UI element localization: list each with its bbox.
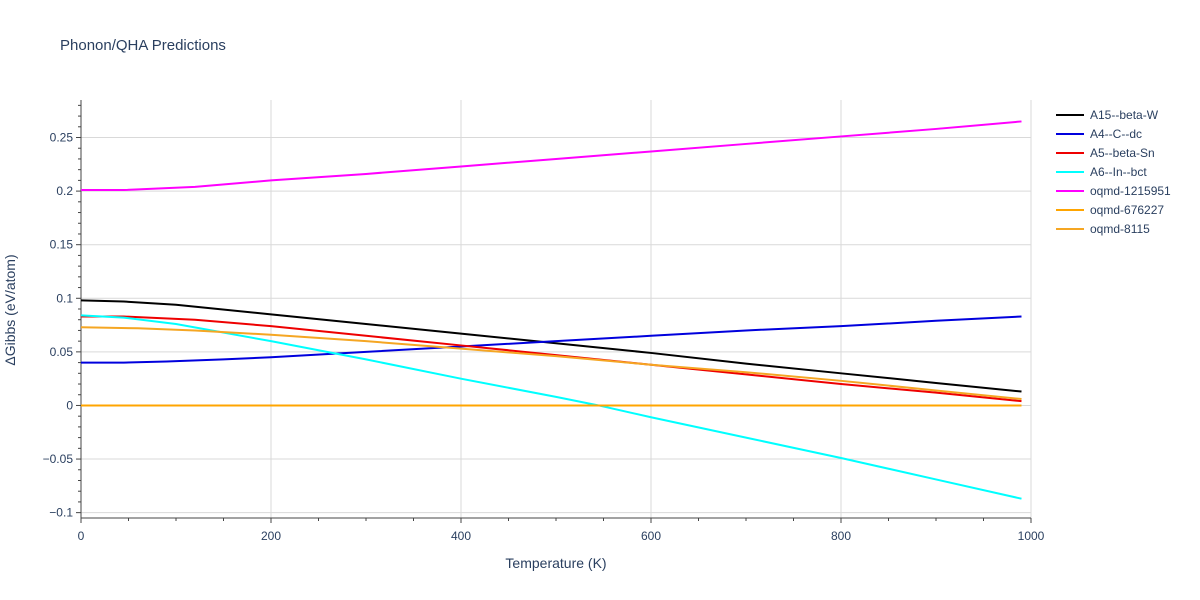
legend-item[interactable]: A4--C--dc [1056,127,1142,141]
legend-label: A4--C--dc [1090,127,1142,141]
legend-item[interactable]: A15--beta-W [1056,108,1159,122]
legend-item[interactable]: oqmd-8115 [1056,222,1150,236]
grid [81,100,1032,518]
legend-item[interactable]: oqmd-676227 [1056,203,1164,217]
legend-label: oqmd-1215951 [1090,184,1171,198]
series-line-a15-beta-w[interactable]: A15--beta-W [80,299,1022,393]
y-tick-label: 0.15 [50,238,74,252]
series-group: A15--beta-WA4--C--dcA5--beta-SnA6--In--b… [80,120,1022,500]
x-axis-title: Temperature (K) [505,555,606,571]
legend-label: oqmd-8115 [1090,222,1150,236]
legend-item[interactable]: oqmd-1215951 [1056,184,1171,198]
axes: 0 200 400 600 800 1000 −0.1 −0.05 0 0.05 0.1 0.15 0.… [43,100,1045,543]
y-tick-label: 0.25 [50,131,74,145]
series-line-a5-beta-sn[interactable]: A5--beta-Sn [81,315,1022,403]
series-line-oqmd-8115[interactable]: oqmd-8115 [80,326,1022,401]
y-tick-label: 0.2 [56,184,73,198]
y-tick-label: 0.1 [56,291,73,305]
x-tick-label: 800 [831,529,851,543]
legend-label: A6--In--bct [1090,165,1147,179]
series-line-a6-in-bct[interactable]: A6--In--bct [80,314,1022,500]
legend-item[interactable]: A6--In--bct [1056,165,1147,179]
legend[interactable]: A15--beta-W A4--C--dc A5--beta-Sn A6--In--b… [1056,108,1171,236]
x-tick-label: 200 [261,529,281,543]
chart-title: Phonon/QHA Predictions [60,37,226,54]
y-tick-label: −0.05 [43,452,74,466]
y-tick-label: 0.05 [50,345,74,359]
x-tick-label: 0 [78,529,85,543]
legend-label: A5--beta-Sn [1090,146,1155,160]
series-line-a4-c-dc[interactable]: A4--C--dc [81,315,1022,364]
series-line-oqmd-1215951[interactable]: oqmd-1215951 [81,120,1022,192]
x-tick-label: 1000 [1018,529,1045,543]
y-tick-label: −0.1 [49,506,73,520]
legend-item[interactable]: A5--beta-Sn [1056,146,1155,160]
legend-label: oqmd-676227 [1090,203,1164,217]
x-tick-label: 400 [451,529,471,543]
x-tick-label: 600 [641,529,661,543]
y-axis-title: ΔGibbs (eV/atom) [2,254,18,365]
legend-label: A15--beta-W [1090,108,1159,122]
y-tick-label: 0 [66,398,73,412]
